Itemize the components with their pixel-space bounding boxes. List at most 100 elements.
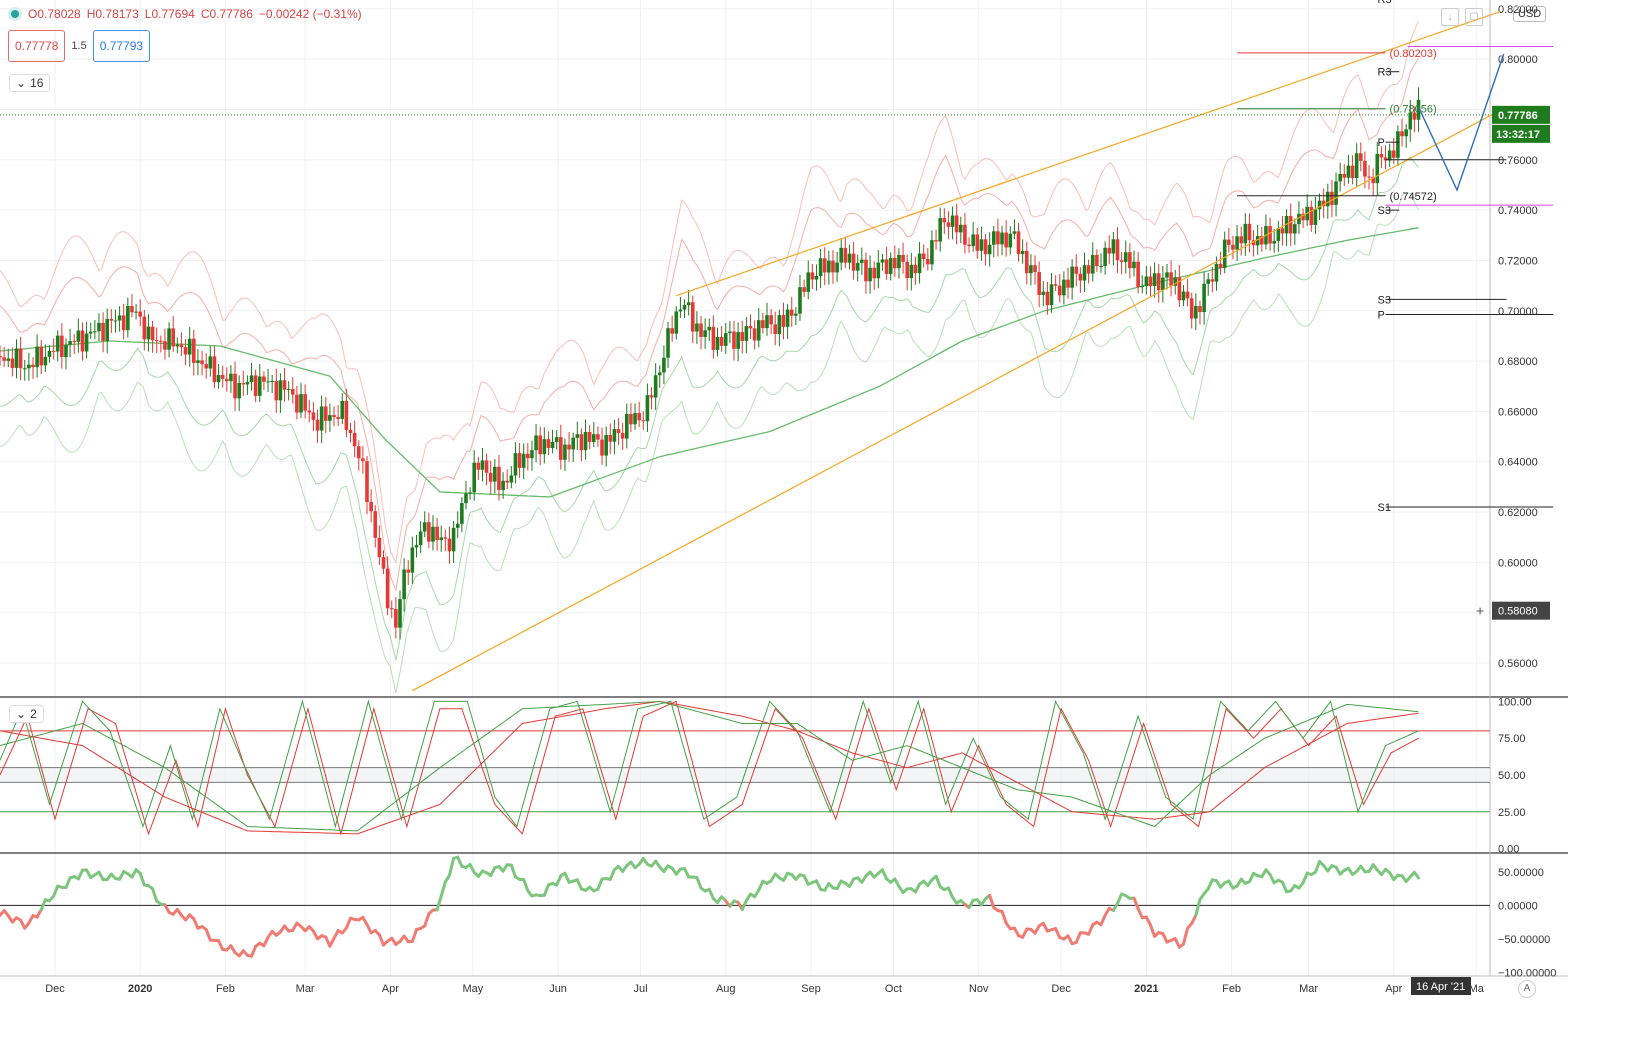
candle-body (950, 215, 955, 227)
candle-body (1202, 283, 1206, 313)
stoch-indicator-legend[interactable]: ⌄ 2 (9, 705, 44, 723)
candle-body (571, 437, 575, 450)
candle-body (1037, 272, 1041, 295)
x-tick-label: Mar (296, 983, 315, 995)
scroll-down-icon[interactable]: ↓ (1441, 8, 1459, 26)
momentum-segment (1099, 913, 1107, 927)
buy-button[interactable]: 0.77793 (92, 30, 151, 62)
candle-body (620, 432, 625, 439)
candle-body (497, 466, 501, 491)
candle-body (1185, 291, 1190, 299)
pivot-level-label: (0.80203) (1390, 48, 1437, 60)
candle-body (480, 460, 485, 470)
collapse-chevron-icon[interactable]: ⌄ (16, 707, 27, 721)
candle-body (818, 258, 823, 277)
candle-body (1350, 165, 1355, 179)
stoch-y-tick-label: 0.00 (1498, 844, 1519, 856)
candle-body (245, 382, 250, 385)
candle-body (208, 356, 213, 369)
stoch-series-line (0, 699, 1419, 829)
momentum-segment (250, 944, 258, 958)
momentum-segment (1148, 923, 1157, 938)
pivot-level-label: R3 (1378, 67, 1392, 79)
countdown-text: 13:32:17 (1496, 129, 1540, 141)
candle-body (1206, 279, 1211, 284)
candle-body (369, 501, 373, 512)
candle-body (460, 503, 464, 524)
candle-body (884, 259, 889, 274)
momentum-segment (608, 868, 616, 881)
currency-badge[interactable]: USD (1513, 6, 1547, 22)
pivot-level-label: P (1378, 137, 1385, 149)
candle-body (921, 253, 926, 260)
ma-indicator-legend[interactable]: ⌄ 16 (9, 74, 51, 92)
candle-body (1309, 206, 1314, 225)
sell-button[interactable]: 0.77778 (8, 30, 66, 62)
candle-body (389, 608, 394, 610)
candle-body (711, 326, 716, 350)
candle-body (14, 348, 19, 368)
candle-body (1218, 263, 1223, 268)
momentum-segment (217, 939, 225, 952)
candle-body (290, 389, 295, 395)
y-tick-label: 0.70000 (1498, 306, 1538, 318)
candle-body (554, 437, 559, 442)
candle-body (876, 262, 881, 279)
candle-body (872, 267, 877, 279)
y-tick-label: 0.64000 (1498, 457, 1538, 469)
candle-body (1041, 291, 1046, 295)
momentum-segment (447, 856, 456, 877)
chart-root[interactable]: Dec 2020 Feb Mar Apr May Jun Jul Aug Sep Oct Nov Dec… (0, 0, 1568, 1001)
candle-body (1222, 239, 1227, 268)
candle-body (744, 326, 749, 341)
candle-body (567, 444, 571, 450)
momentum-segment (542, 883, 550, 897)
candle-body (505, 480, 510, 483)
candle-body (926, 259, 930, 265)
candle-body (1313, 209, 1318, 225)
momentum-y-tick-label: −100.00000 (1498, 968, 1556, 980)
candle-body (1095, 254, 1099, 267)
maximize-icon[interactable]: ☐ (1465, 8, 1483, 26)
momentum-segment (707, 887, 715, 901)
candle-body (645, 395, 650, 422)
candle-body (385, 568, 390, 609)
collapse-chevron-icon[interactable]: ⌄ (16, 76, 27, 90)
candle-body (427, 522, 431, 542)
candle-body (1214, 263, 1219, 282)
candle-body (472, 462, 477, 493)
candle-body (1326, 191, 1330, 207)
candle-body (1123, 252, 1128, 262)
candle-body (1169, 272, 1173, 286)
x-tick-label: May (462, 983, 483, 995)
candle-body (719, 336, 724, 346)
momentum-segment (435, 894, 443, 912)
candle-body (728, 331, 732, 334)
candle-body (352, 432, 357, 447)
candle-body (167, 328, 171, 350)
candle-body (695, 323, 699, 332)
auto-scale-button[interactable]: A (1518, 980, 1536, 998)
candle-body (1321, 200, 1326, 207)
candle-body (418, 531, 423, 546)
momentum-y-tick-label: −50.00000 (1498, 934, 1550, 946)
candle-body (1107, 247, 1112, 254)
close-value: C0.77786 (200, 7, 253, 21)
candle-body (451, 527, 456, 552)
candle-body (1148, 276, 1153, 287)
chart-canvas[interactable]: Dec 2020 Feb Mar Apr May Jun Jul Aug Sep Oct Nov Dec… (0, 0, 1568, 1001)
x-tick-label: Apr (382, 983, 399, 995)
momentum-segment (1268, 873, 1276, 885)
candle-body (398, 599, 402, 628)
momentum-segment (575, 878, 583, 891)
momentum-segment (757, 879, 765, 892)
candle-body (917, 253, 922, 274)
momentum-segment (439, 880, 447, 898)
candle-body (897, 254, 901, 269)
pivot-level-label: (0.78056) (1390, 104, 1437, 116)
candle-body (1235, 236, 1239, 250)
candle-body (938, 218, 942, 242)
candle-body (624, 413, 629, 439)
candle-body (1140, 285, 1145, 288)
candle-body (1379, 153, 1384, 158)
